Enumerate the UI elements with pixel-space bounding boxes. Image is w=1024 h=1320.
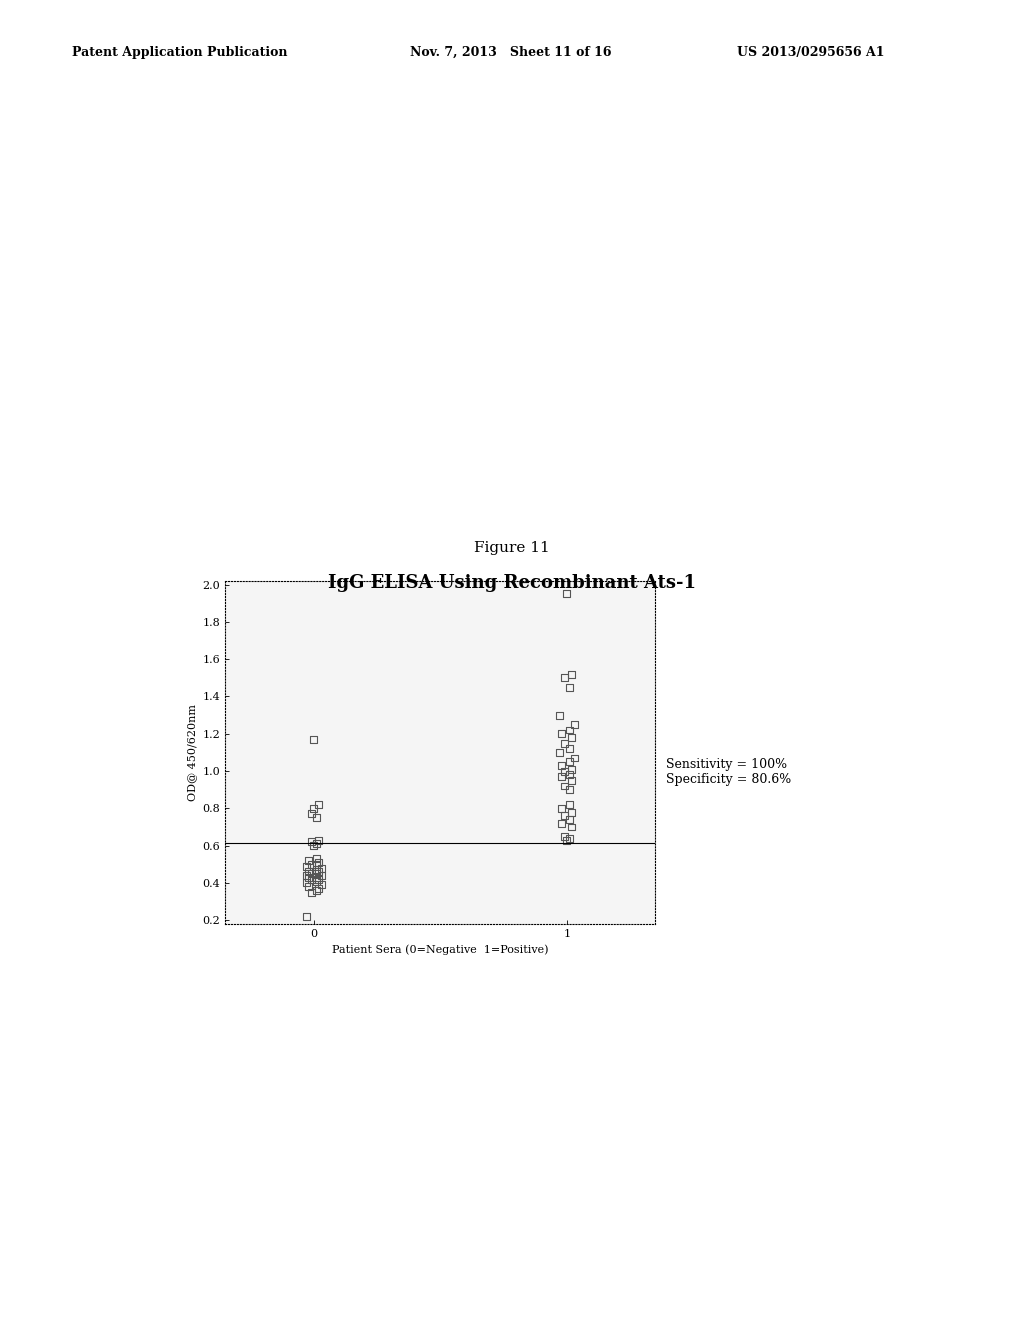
Point: [556, 775, 572, 796]
Point: [556, 760, 572, 781]
X-axis label: Patient Sera (0=Negative  1=Positive): Patient Sera (0=Negative 1=Positive): [332, 944, 549, 954]
Point: [303, 854, 319, 875]
Point: [301, 850, 317, 871]
Point: [563, 770, 580, 791]
Point: [551, 705, 567, 726]
Point: [561, 809, 578, 830]
Point: [559, 583, 575, 605]
Point: [310, 795, 327, 816]
Point: [563, 727, 580, 748]
Point: [556, 733, 572, 754]
Point: [554, 797, 570, 818]
Point: [561, 751, 578, 772]
Point: [303, 869, 319, 890]
Point: [561, 795, 578, 816]
Point: [308, 833, 325, 854]
Point: [563, 817, 580, 838]
Point: [561, 719, 578, 741]
Point: [566, 714, 583, 735]
Point: [305, 729, 322, 750]
Point: [566, 747, 583, 768]
Text: US 2013/0295656 A1: US 2013/0295656 A1: [737, 46, 885, 59]
Point: [561, 828, 578, 849]
Point: [310, 861, 327, 882]
Point: [298, 855, 314, 876]
Point: [310, 878, 327, 899]
Point: [308, 849, 325, 870]
Point: [308, 854, 325, 875]
Point: [561, 764, 578, 785]
Point: [563, 801, 580, 822]
Point: [308, 880, 325, 902]
Point: [563, 664, 580, 685]
Point: [310, 851, 327, 873]
Point: [308, 871, 325, 892]
Point: [308, 859, 325, 880]
Text: IgG ELISA Using Recombinant Ats-1: IgG ELISA Using Recombinant Ats-1: [328, 574, 696, 593]
Point: [563, 759, 580, 780]
Point: [308, 863, 325, 884]
Point: [301, 867, 317, 888]
Point: [556, 826, 572, 847]
Text: Patent Application Publication: Patent Application Publication: [72, 46, 287, 59]
Point: [301, 876, 317, 898]
Point: [556, 667, 572, 688]
Point: [561, 738, 578, 759]
Point: [561, 677, 578, 698]
Point: [305, 797, 322, 818]
Point: [310, 869, 327, 890]
Text: Sensitivity = 100%
Specificity = 80.6%: Sensitivity = 100% Specificity = 80.6%: [666, 758, 791, 787]
Point: [554, 755, 570, 776]
Point: [298, 873, 314, 894]
Point: [308, 867, 325, 888]
Point: [303, 832, 319, 853]
Point: [303, 804, 319, 825]
Point: [559, 829, 575, 850]
Point: [313, 874, 330, 895]
Point: [310, 829, 327, 850]
Point: [301, 861, 317, 882]
Y-axis label: OD@ 450/620nm: OD@ 450/620nm: [187, 704, 197, 801]
Point: [303, 863, 319, 884]
Point: [554, 766, 570, 787]
Point: [561, 779, 578, 800]
Point: [313, 858, 330, 879]
Point: [308, 807, 325, 828]
Point: [305, 836, 322, 857]
Point: [554, 813, 570, 834]
Text: Nov. 7, 2013   Sheet 11 of 16: Nov. 7, 2013 Sheet 11 of 16: [410, 46, 611, 59]
Point: [313, 865, 330, 886]
Point: [551, 742, 567, 763]
Point: [554, 723, 570, 744]
Point: [298, 865, 314, 886]
Point: [556, 805, 572, 826]
Text: Figure 11: Figure 11: [474, 541, 550, 556]
Point: [303, 882, 319, 903]
Point: [298, 906, 314, 927]
